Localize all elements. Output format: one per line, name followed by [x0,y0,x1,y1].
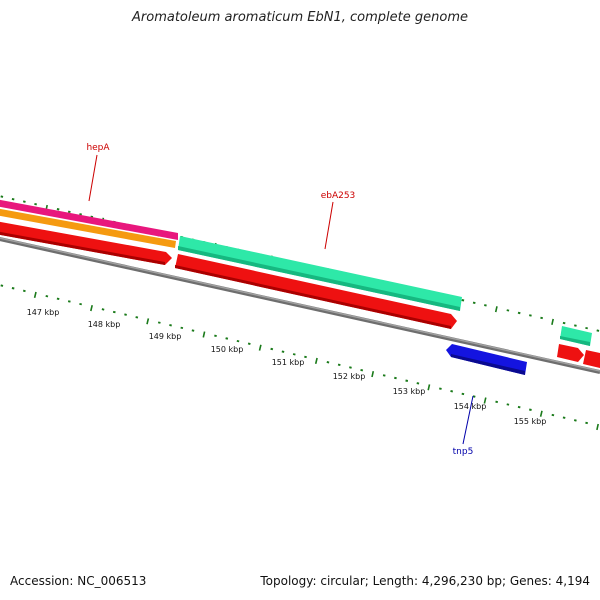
kbp-label: 147 kbp [27,308,60,317]
kbp-label: 151 kbp [272,358,305,367]
feature-blue-tnp5 [446,344,527,375]
feature-orange[interactable] [0,208,176,248]
lower-track-minor-tick [517,405,521,409]
lower-track-minor-tick [225,337,229,340]
feature-red-3[interactable] [557,344,584,362]
lower-track-minor-tick [22,289,26,293]
upper-track-major-tick [494,306,498,313]
upper-track-major-tick [551,318,554,325]
lower-track-major-tick [483,397,487,404]
feature-red-1[interactable] [0,221,172,265]
genome-summary: Topology: circular; Length: 4,296,230 bp… [260,574,590,588]
upper-track-minor-tick [517,311,521,315]
gene-label-tnp5[interactable]: tnp5 [453,447,474,457]
lower-track-major-tick [90,305,93,312]
tnp5-leader-line [462,395,474,445]
kbp-label: 155 kbp [514,417,547,426]
hepa-leader-line [88,154,98,202]
feature-teal-main-edge [178,246,460,311]
lower-track-major-tick [258,344,262,351]
lower-track-major-tick [202,331,206,338]
lower-track-major-tick [539,410,543,417]
kbp-label: 150 kbp [211,345,244,354]
lower-track-minor-tick [45,294,49,298]
upper-track-minor-tick [22,200,26,203]
lower-track-minor-tick [349,366,352,369]
accession-label: Accession: NC_006513 [10,574,147,588]
lower-track-minor-tick [326,360,330,364]
lower-track-minor-tick [495,400,499,404]
feature-magenta-track [0,199,178,240]
lower-track-minor-tick [124,313,127,316]
lower-track-minor-tick [450,389,454,393]
lower-track-minor-tick [394,376,397,380]
feature-blue-edge [451,354,525,375]
feature-red-2-edge [175,265,451,329]
kbp-label: 149 kbp [149,332,182,341]
map-title: Aromatoleum aromaticum EbN1, complete ge… [132,10,468,25]
feature-red-4[interactable] [583,350,600,368]
kbp-label: 148 kbp [88,320,121,329]
lower-track-major-tick [33,291,37,298]
lower-track-minor-tick [292,353,296,356]
feature-teal-ebA253 [178,236,592,346]
upper-track-minor-tick [596,329,600,332]
kbp-label: 152 kbp [333,372,366,381]
genome-backbone-highlight [0,237,600,372]
feature-teal-right-edge [560,336,590,346]
lower-track-minor-tick [573,419,577,422]
eba253-leader-line [324,201,334,250]
lower-track-minor-tick [472,395,476,398]
lower-track-major-tick [371,371,375,378]
lower-track-minor-tick [169,323,172,327]
lower-track-minor-tick [270,347,274,351]
lower-track-major-tick [146,318,150,325]
kbp-label: 154 kbp [454,402,487,411]
lower-track-major-tick [314,357,318,364]
feature-orange-track [0,208,176,248]
genome-backbone [0,237,600,374]
feature-red-1-edge [0,231,165,265]
lower-track-major-tick [427,384,431,391]
gene-label-hepa[interactable]: hepA [86,143,110,153]
lower-track-minor-tick [101,308,105,311]
lower-tick-track [0,284,599,431]
lower-track-minor-tick [247,342,251,346]
lower-track-major-tick [596,423,599,431]
gene-label-eba253[interactable]: ebA253 [321,191,356,201]
feature-red-track [0,221,600,368]
feature-magenta[interactable] [0,199,178,240]
feature-red-2[interactable] [175,254,457,329]
kbp-label: 153 kbp [393,387,426,396]
